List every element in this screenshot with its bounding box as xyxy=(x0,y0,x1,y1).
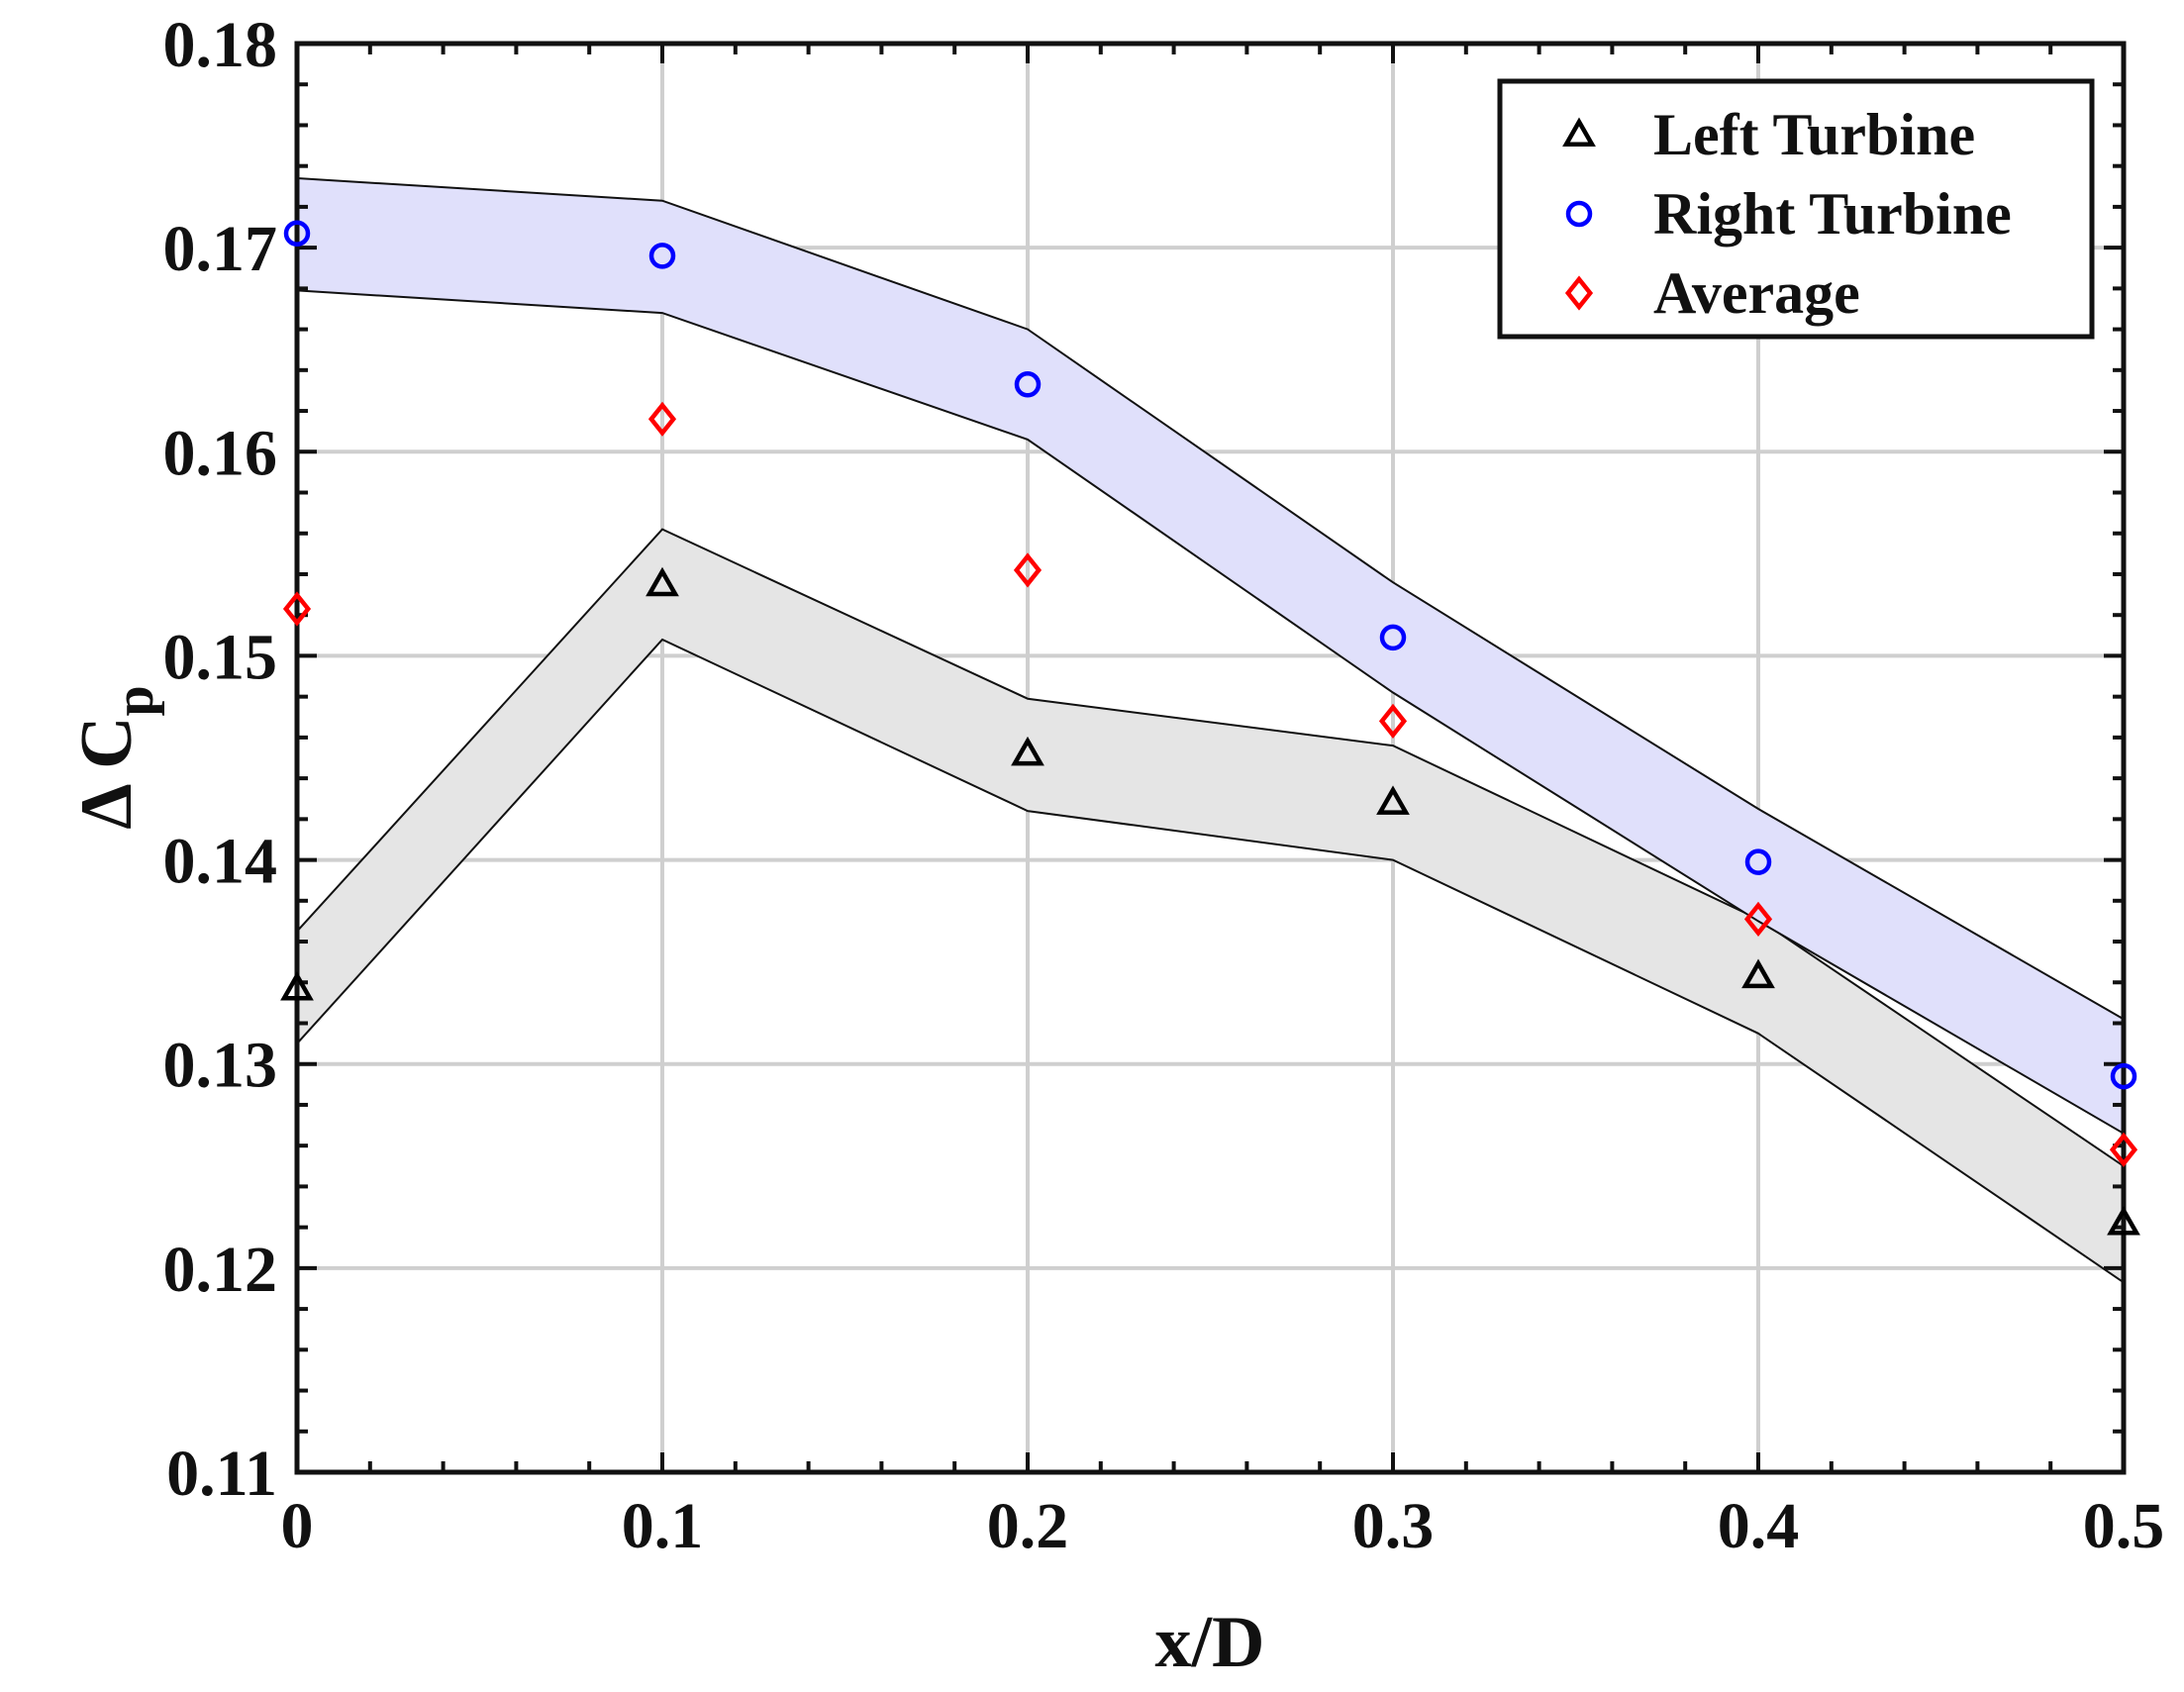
x-tick-label: 0 xyxy=(281,1490,314,1562)
y-axis-title-main: Δ C xyxy=(66,716,148,829)
y-tick-label: 0.16 xyxy=(163,417,278,489)
right-turbine-point xyxy=(1014,371,1042,398)
y-tick-label: 0.13 xyxy=(163,1030,278,1102)
x-axis-title: x/D xyxy=(1155,1602,1265,1683)
average-point xyxy=(1378,703,1408,739)
right-turbine-point xyxy=(2110,1062,2137,1090)
x-tick-label: 0.4 xyxy=(1718,1490,1800,1562)
left-turbine-band-lower-edge xyxy=(296,638,2125,1284)
left-turbine-point xyxy=(1011,736,1044,766)
legend-marker-average xyxy=(1564,275,1594,311)
right-turbine-point xyxy=(283,220,311,247)
left-turbine-point xyxy=(280,970,314,1001)
average-point xyxy=(647,401,677,437)
y-tick-label: 0.14 xyxy=(163,826,278,898)
left-turbine-point xyxy=(1741,958,1775,989)
right-turbine-band-fill xyxy=(297,178,2124,1134)
left-turbine-point xyxy=(1376,785,1410,815)
average-point xyxy=(1743,901,1773,937)
y-axis-title-subscript: p xyxy=(104,685,165,716)
legend: Left Turbine Right Turbine Average xyxy=(1497,78,2095,340)
legend-label-right-turbine: Right Turbine xyxy=(1653,181,2012,247)
x-tick-label: 0.1 xyxy=(622,1490,704,1562)
y-tick-label: 0.17 xyxy=(163,213,278,285)
legend-label-left-turbine: Left Turbine xyxy=(1653,102,1975,167)
average-point xyxy=(2109,1132,2138,1167)
right-turbine-point xyxy=(648,243,676,269)
right-turbine-band-upper-edge xyxy=(296,177,2125,1021)
right-turbine-band-lower-edge xyxy=(296,289,2125,1135)
x-tick-label: 0.3 xyxy=(1352,1490,1435,1562)
left-turbine-point xyxy=(2107,1205,2140,1236)
y-tick-label: 0.11 xyxy=(166,1438,277,1510)
x-tick-label: 0.2 xyxy=(987,1490,1069,1562)
plot-frame xyxy=(294,41,2127,1475)
y-tick-label: 0.12 xyxy=(163,1234,278,1306)
band-layer xyxy=(296,177,2125,1284)
tick-label-layer: 0 0.1 0.2 0.3 0.4 0.5 0.11 0.12 0.13 0.14 0.15 0.16… xyxy=(163,9,2165,1562)
y-axis-title: Δ Cp xyxy=(66,685,165,829)
right-turbine-point xyxy=(1379,624,1407,651)
legend-marker-left-turbine xyxy=(1562,117,1596,147)
left-turbine-point xyxy=(645,566,679,597)
tick-layer xyxy=(295,42,2126,1474)
x-tick-label: 0.5 xyxy=(2083,1490,2165,1562)
average-point xyxy=(1013,552,1042,588)
legend-box xyxy=(1497,78,2095,340)
y-tick-label: 0.18 xyxy=(163,9,278,81)
legend-entries: Left Turbine Right Turbine Average xyxy=(1562,102,2012,326)
average-point xyxy=(282,591,312,627)
legend-marker-right-turbine xyxy=(1565,200,1593,228)
marker-layer xyxy=(280,220,2140,1236)
left-turbine-band-upper-edge xyxy=(296,528,2125,1167)
y-tick-label: 0.15 xyxy=(163,621,278,693)
legend-label-average: Average xyxy=(1653,260,1860,326)
right-turbine-point xyxy=(1744,848,1772,875)
